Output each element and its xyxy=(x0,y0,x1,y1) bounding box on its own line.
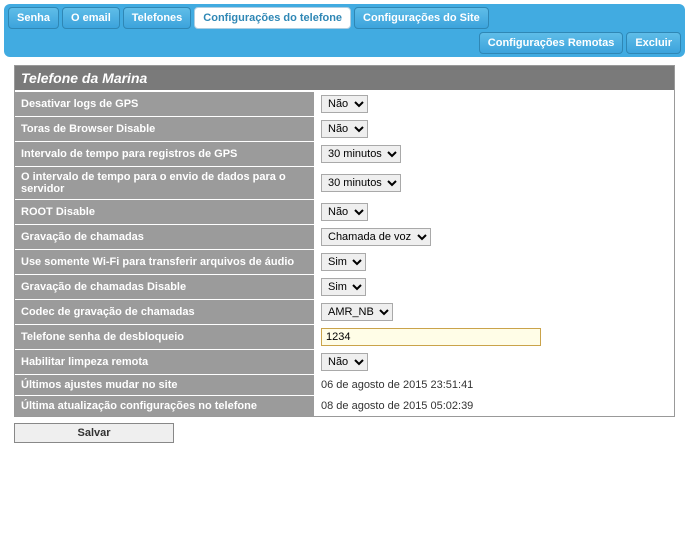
input-unlock-pass[interactable] xyxy=(321,328,541,346)
select-gps-interval[interactable]: 30 minutos xyxy=(321,145,401,163)
label-codec: Codec de gravação de chamadas xyxy=(15,300,315,324)
label-browser-disable: Toras de Browser Disable xyxy=(15,117,315,141)
select-wifi-only[interactable]: Sim xyxy=(321,253,366,271)
label-gps-disable: Desativar logs de GPS xyxy=(15,92,315,116)
row-codec: Codec de gravação de chamadas AMR_NB xyxy=(15,299,674,324)
select-call-rec-disable[interactable]: Sim xyxy=(321,278,366,296)
select-send-interval[interactable]: 30 minutos xyxy=(321,174,401,192)
row-last-site: Últimos ajustes mudar no site 06 de agos… xyxy=(15,374,674,395)
select-call-rec[interactable]: Chamada de voz xyxy=(321,228,431,246)
row-gps-disable: Desativar logs de GPS Não xyxy=(15,91,674,116)
tab-senha[interactable]: Senha xyxy=(8,7,59,29)
save-button-wrap: Salvar xyxy=(14,423,675,443)
label-send-interval: O intervalo de tempo para o envio de dad… xyxy=(15,167,315,199)
row-call-rec-disable: Gravação de chamadas Disable Sim xyxy=(15,274,674,299)
label-remote-wipe: Habilitar limpeza remota xyxy=(15,350,315,374)
select-browser-disable[interactable]: Não xyxy=(321,120,368,138)
tab-config-remotas[interactable]: Configurações Remotas xyxy=(479,32,624,54)
tab-excluir[interactable]: Excluir xyxy=(626,32,681,54)
row-root-disable: ROOT Disable Não xyxy=(15,199,674,224)
label-last-site: Últimos ajustes mudar no site xyxy=(15,375,315,395)
row-wifi-only: Use somente Wi-Fi para transferir arquiv… xyxy=(15,249,674,274)
row-call-rec: Gravação de chamadas Chamada de voz xyxy=(15,224,674,249)
save-button[interactable]: Salvar xyxy=(14,423,174,443)
row-browser-disable: Toras de Browser Disable Não xyxy=(15,116,674,141)
label-call-rec: Gravação de chamadas xyxy=(15,225,315,249)
label-last-phone: Última atualização configurações no tele… xyxy=(15,396,315,416)
tab-row-1: Senha O email Telefones Configurações do… xyxy=(8,7,681,29)
label-wifi-only: Use somente Wi-Fi para transferir arquiv… xyxy=(15,250,315,274)
row-last-phone: Última atualização configurações no tele… xyxy=(15,395,674,416)
tab-telefones[interactable]: Telefones xyxy=(123,7,192,29)
select-remote-wipe[interactable]: Não xyxy=(321,353,368,371)
row-send-interval: O intervalo de tempo para o envio de dad… xyxy=(15,166,674,199)
row-gps-interval: Intervalo de tempo para registros de GPS… xyxy=(15,141,674,166)
tab-config-site[interactable]: Configurações do Site xyxy=(354,7,489,29)
settings-panel: Telefone da Marina Desativar logs de GPS… xyxy=(14,65,675,417)
tabs-container: Senha O email Telefones Configurações do… xyxy=(4,4,685,57)
panel-title: Telefone da Marina xyxy=(15,66,674,91)
select-root-disable[interactable]: Não xyxy=(321,203,368,221)
label-call-rec-disable: Gravação de chamadas Disable xyxy=(15,275,315,299)
label-root-disable: ROOT Disable xyxy=(15,200,315,224)
row-remote-wipe: Habilitar limpeza remota Não xyxy=(15,349,674,374)
label-unlock-pass: Telefone senha de desbloqueio xyxy=(15,325,315,349)
select-codec[interactable]: AMR_NB xyxy=(321,303,393,321)
value-last-site: 06 de agosto de 2015 23:51:41 xyxy=(315,375,674,395)
tab-email[interactable]: O email xyxy=(62,7,120,29)
label-gps-interval: Intervalo de tempo para registros de GPS xyxy=(15,142,315,166)
select-gps-disable[interactable]: Não xyxy=(321,95,368,113)
tab-row-2: Configurações Remotas Excluir xyxy=(8,32,681,54)
tab-config-telefone[interactable]: Configurações do telefone xyxy=(194,7,351,29)
value-last-phone: 08 de agosto de 2015 05:02:39 xyxy=(315,396,674,416)
row-unlock-pass: Telefone senha de desbloqueio xyxy=(15,324,674,349)
